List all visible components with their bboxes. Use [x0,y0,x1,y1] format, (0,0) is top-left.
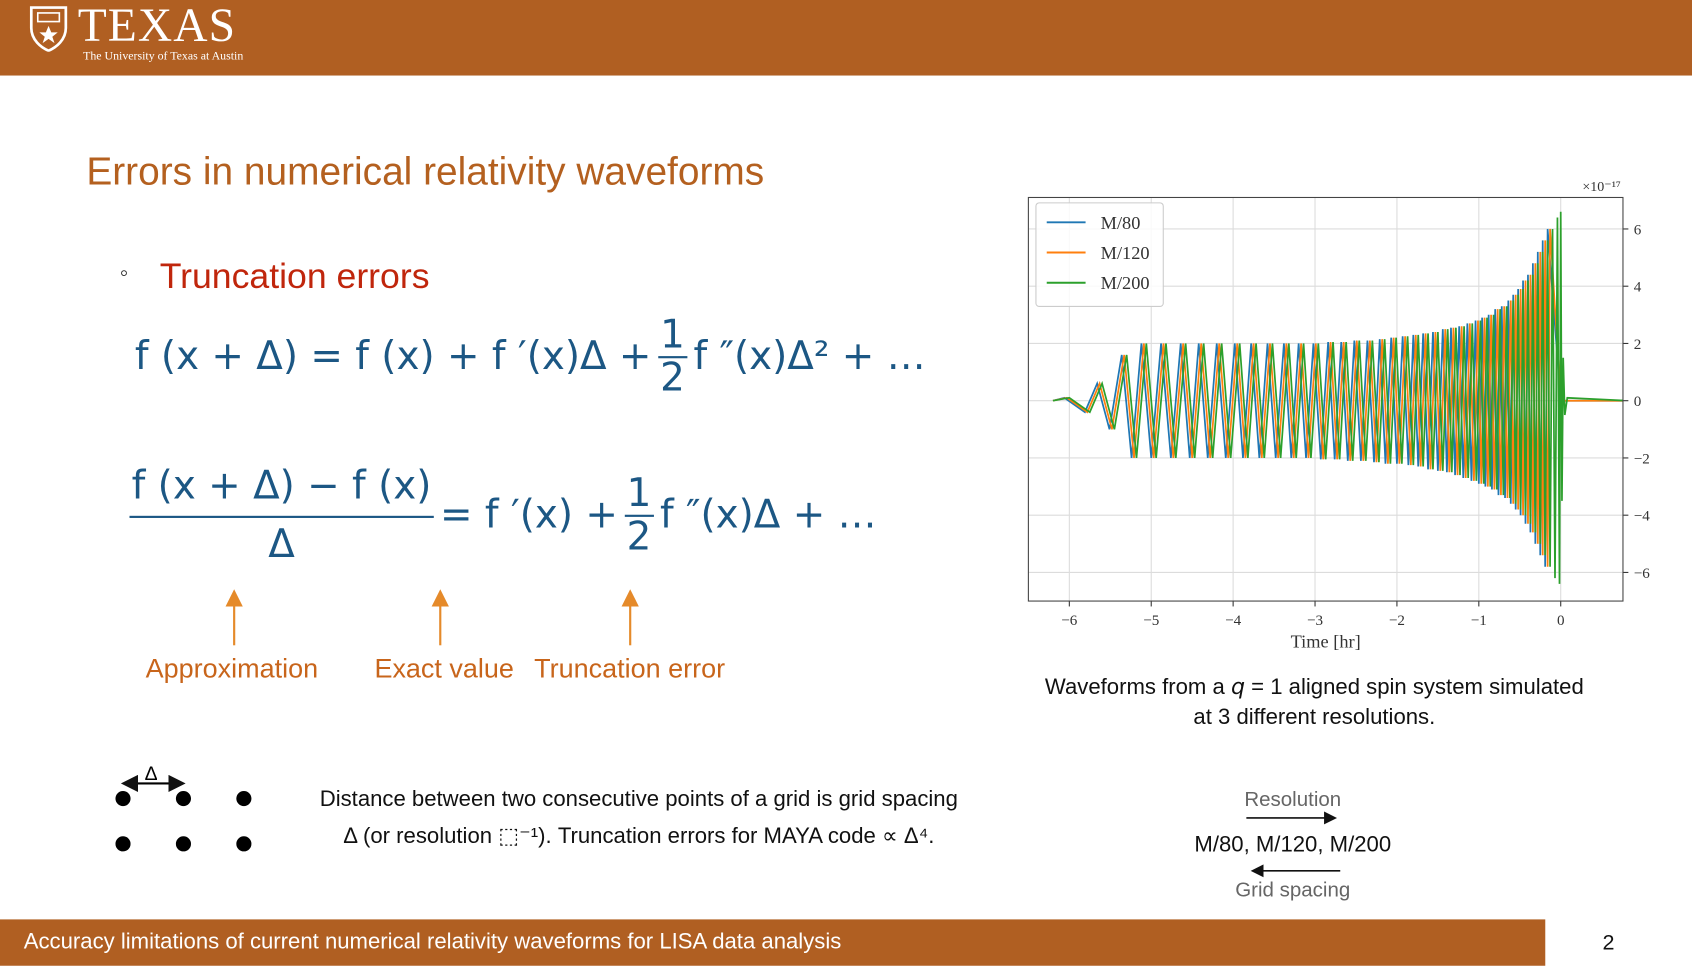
y-tick-label: 4 [1634,280,1642,296]
plot-frame [1027,196,1624,602]
footer-text: Accuracy limitations of current numerica… [23,929,842,954]
diagram-arrows [1246,811,1341,878]
y-tick-label: −2 [1634,451,1650,467]
y-tick-label: −6 [1634,566,1651,582]
bullet-mark: ◦ [119,258,129,286]
x-tick-label: −2 [1389,613,1405,629]
caption: Waveforms from a q = 1 aligned spin syst… [1004,673,1626,700]
x-tick-label: −5 [1143,613,1159,629]
eq-part: f ″(x)Δ² + … [693,334,926,380]
annotation-arrows [225,589,639,646]
y-tick-label: −4 [1634,509,1651,525]
x-tick-label: −1 [1471,613,1487,629]
series-line [1052,211,1623,584]
y-tick-label: 6 [1634,222,1642,238]
eq-den: 2 [660,355,685,401]
x-tick-label: −4 [1225,613,1242,629]
legend-label: M/120 [1101,243,1150,263]
logo-subtitle: The University of Texas at Austin [83,49,244,63]
annotation: Exact value [374,653,514,685]
bullet-text: Truncation errors [159,255,430,296]
diagram-label: Grid spacing [1235,879,1351,903]
grid-note: Δ (or resolution ⬚⁻¹). Truncation errors… [343,823,935,849]
legend-label: M/80 [1101,213,1141,233]
diagram-label: M/80, M/120, M/200 [1194,831,1392,857]
eq-part: f (x + Δ) = f (x) + f ′(x)Δ + [134,334,652,380]
grid-note: Distance between two consecutive points … [319,786,958,812]
y-tick-label: 2 [1634,337,1642,353]
y-tick-label: 0 [1634,394,1642,410]
legend-label: M/200 [1101,273,1150,293]
eq-num: 1 [624,473,654,517]
legend-box [1035,202,1164,308]
eq-den: Δ [268,522,295,567]
x-tick-label: 0 [1557,613,1565,629]
y-scale-label: ×10⁻¹⁷ [1582,180,1621,195]
logo-text: TEXAS [77,0,237,52]
footer-bar [0,919,1546,966]
eq-part: f ″(x)Δ + … [659,493,877,538]
caption-symbol: q [1230,673,1245,700]
diagram-label: Resolution [1244,788,1342,812]
caption-text: Waveforms from a [1044,674,1231,700]
caption: at 3 different resolutions. [1193,704,1436,730]
eq-num: 1 [657,315,687,359]
slide-title: Errors in numerical relativity waveforms [86,148,765,194]
grid-dots [115,774,252,852]
eq-den: 2 [626,514,652,559]
x-tick-label: −6 [1061,613,1078,629]
x-tick-label: −3 [1307,613,1323,629]
annotation: Approximation [145,653,319,685]
fraction: f (x + Δ) − f (x) Δ [129,466,434,567]
annotation: Truncation error [534,653,726,685]
logo-shield [29,6,68,52]
caption-text: = 1 aligned spin system simulated [1244,674,1584,700]
eq-num: f (x + Δ) − f (x) [129,466,434,518]
x-axis-label: Time [hr] [1291,631,1361,651]
eq-part: = f ′(x) + [440,493,618,538]
page-number: 2 [1602,931,1615,956]
header-bar [0,0,1692,76]
